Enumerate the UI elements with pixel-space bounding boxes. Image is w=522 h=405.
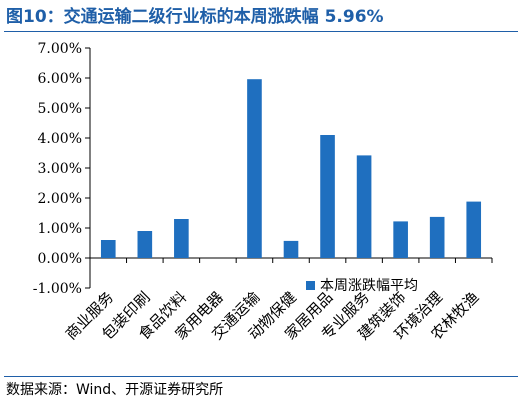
bar <box>393 221 408 258</box>
source-note: 数据来源：Wind、开源证券研究所 <box>6 382 224 398</box>
bar <box>283 240 299 258</box>
legend: 本周涨跌幅平均 <box>306 278 418 294</box>
bar <box>137 231 153 258</box>
legend-label: 本周涨跌幅平均 <box>320 278 418 294</box>
y-tick-label: 5.00% <box>38 101 82 117</box>
bar <box>174 219 189 258</box>
y-tick-label: 4.00% <box>38 131 82 147</box>
y-axis: 7.00% 6.00% 5.00% 4.00% 3.00% 2.00% 1.00% 0.00%… <box>33 41 493 297</box>
bar <box>356 155 372 258</box>
y-tick-label: 1.00% <box>38 221 82 237</box>
bar <box>320 135 335 258</box>
bar <box>100 240 116 258</box>
bar-chart: 7.00% 6.00% 5.00% 4.00% 3.00% 2.00% 1.00% 0.00%… <box>33 41 493 343</box>
y-tick-label: 6.00% <box>38 71 82 87</box>
footer-divider <box>4 376 518 377</box>
chart-title: 图10：交通运输二级行业标的本周涨跌幅 5.96% <box>6 7 384 27</box>
bars-group <box>100 79 482 258</box>
y-tick-label: 3.00% <box>38 161 82 177</box>
bar <box>429 216 445 258</box>
y-tick-label: 2.00% <box>38 191 82 207</box>
y-tick-label: 0.00% <box>38 251 82 267</box>
bar <box>466 201 482 258</box>
bar <box>247 79 262 258</box>
legend-swatch <box>306 281 315 290</box>
title-divider <box>4 31 518 32</box>
y-tick-label: 7.00% <box>38 41 82 57</box>
x-axis-labels: 商业服务包装印刷食品饮料家用电器交通运输动物保健家居用品专业服务建筑装饰环境治理… <box>62 288 483 343</box>
y-tick-label: -1.00% <box>33 281 82 297</box>
